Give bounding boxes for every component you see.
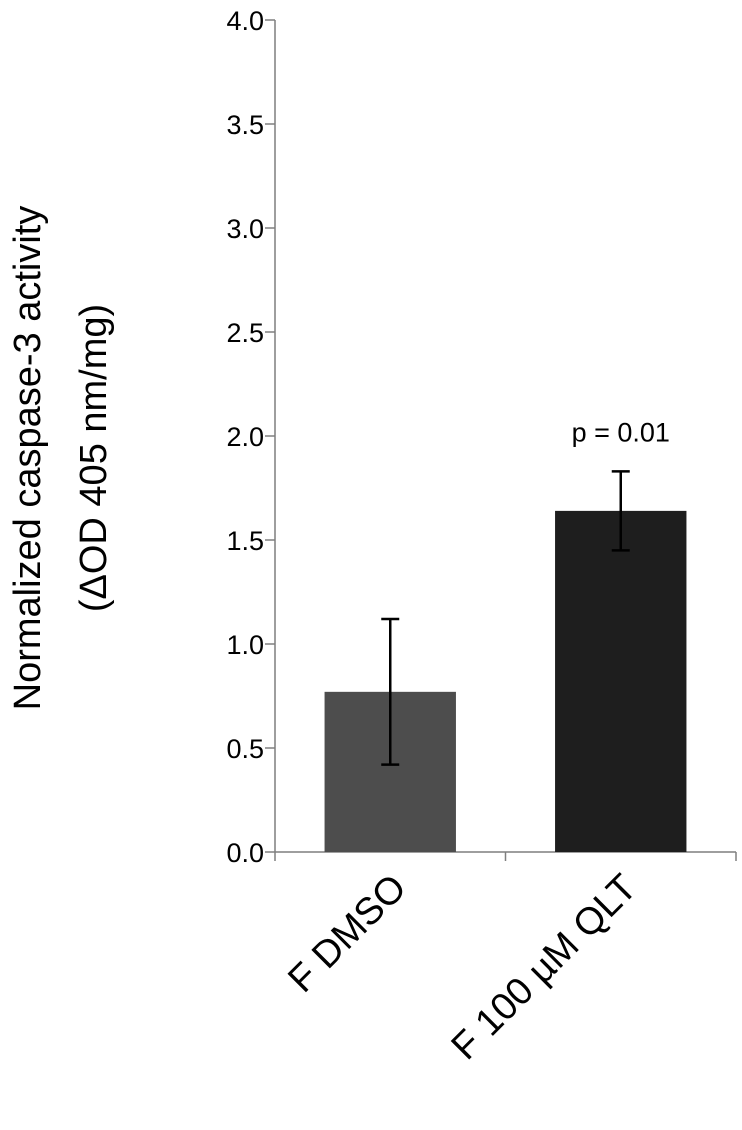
y-tick-label: 4.0 xyxy=(226,6,264,36)
y-axis-ticks: 0.0 0.5 1.0 1.5 2.0 2.5 3.0 3.5 4.0 xyxy=(226,6,275,868)
y-axis-title: Normalized caspase-3 activity (ΔOD 405 n… xyxy=(7,206,115,711)
y-tick-label: 2.0 xyxy=(226,422,264,452)
category-label: F 100 µM QLT xyxy=(444,867,645,1068)
y-tick-label: 0.5 xyxy=(226,734,264,764)
category-labels: F DMSO F 100 µM QLT xyxy=(280,867,645,1068)
bar xyxy=(555,510,687,852)
y-axis-title-line-1: Normalized caspase-3 activity xyxy=(7,206,49,711)
y-tick-label: 2.5 xyxy=(226,318,264,348)
y-tick-label: 3.0 xyxy=(226,214,264,244)
bars xyxy=(324,510,687,852)
y-tick-label: 1.5 xyxy=(226,526,264,556)
error-bars xyxy=(381,470,630,766)
y-tick-label: 1.0 xyxy=(226,630,264,660)
p-value-annotation: p = 0.01 xyxy=(572,417,670,447)
category-label: F DMSO xyxy=(280,867,414,1001)
y-axis-title-line-2: (ΔOD 405 nm/mg) xyxy=(73,304,115,612)
annotations: p = 0.01 xyxy=(572,417,670,447)
y-tick-label: 0.0 xyxy=(226,838,264,868)
x-axis-ticks xyxy=(274,852,737,861)
y-tick-label: 3.5 xyxy=(226,110,264,140)
